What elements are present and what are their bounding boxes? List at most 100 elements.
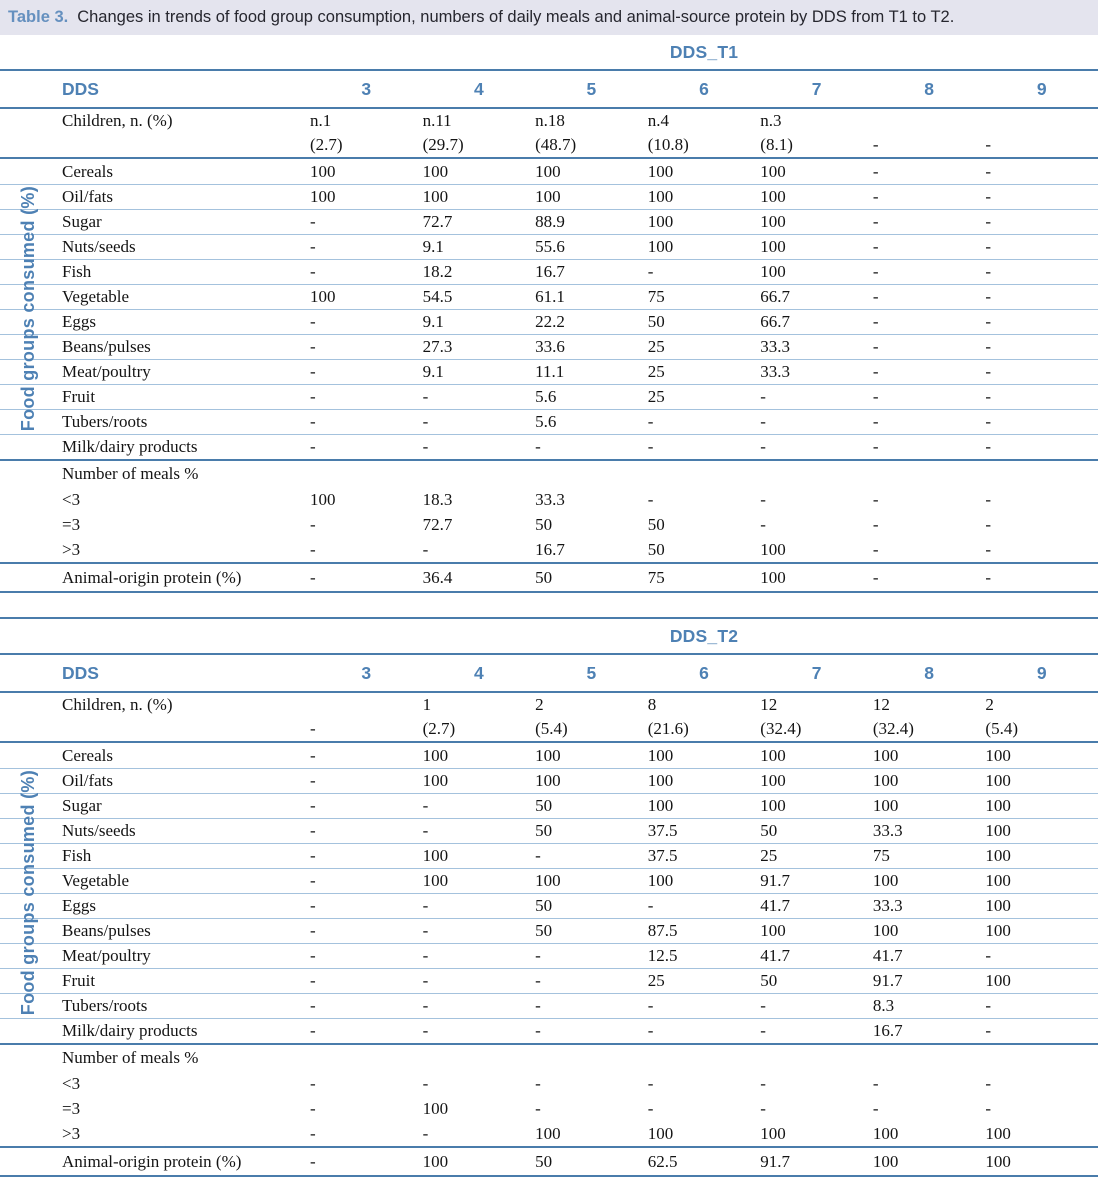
- food-group-value: -: [310, 896, 316, 915]
- food-group-label: Fish: [62, 262, 92, 281]
- food-group-value: -: [422, 1021, 429, 1040]
- food-group-label: Cereals: [62, 745, 113, 765]
- food-group-value: 100: [872, 921, 899, 940]
- food-group-value: 100: [422, 187, 449, 206]
- protein-row-label: Animal-origin protein (%): [62, 1151, 242, 1171]
- food-group-value: -: [422, 896, 429, 915]
- food-group-value: 100: [422, 771, 449, 790]
- meal-count-value: 18.3: [422, 489, 453, 509]
- meal-count-label: >3: [62, 539, 81, 559]
- food-group-value: 100: [985, 896, 1011, 915]
- food-group-value: -: [535, 437, 541, 456]
- food-row: Meat/poultry - 9.1 11.1 25 33.3 - -: [0, 359, 1098, 384]
- side-label: Food groups consumed (%): [0, 743, 56, 1043]
- food-group-value: -: [422, 412, 429, 431]
- food-group-value: -: [985, 161, 992, 181]
- meal-count-value: -: [310, 514, 316, 534]
- food-group-value: -: [310, 337, 316, 356]
- rule-line: [0, 1146, 1098, 1148]
- meal-count-value: -: [535, 1073, 541, 1093]
- table-number-label: Table 3.: [8, 7, 69, 26]
- food-group-value: 16.7: [872, 1021, 903, 1040]
- protein-value: 62.5: [647, 1151, 678, 1171]
- food-group-value: 100: [535, 161, 561, 181]
- dds-column-header: 6: [699, 662, 709, 683]
- protein-value: 100: [760, 567, 786, 587]
- food-group-value: 100: [985, 771, 1011, 790]
- food-group-value: -: [872, 412, 879, 431]
- dds-column-header: 6: [699, 78, 709, 99]
- food-group-value: 100: [872, 745, 899, 765]
- dds-t1-table: DDS_T1 DDS 3 4 5 6 7 8 9 Children, n. (%) n.1 n.11 n…: [0, 35, 1098, 593]
- meal-row: =3 - 100 - - - - -: [0, 1096, 1098, 1121]
- food-group-value: -: [310, 1021, 316, 1040]
- food-group-value: 33.3: [872, 896, 903, 915]
- food-group-value: 100: [760, 161, 786, 181]
- food-group-value: 25: [647, 387, 665, 406]
- dds-column-header: 4: [473, 78, 484, 99]
- protein-value: 36.4: [422, 567, 453, 587]
- food-group-value: 41.7: [872, 946, 903, 965]
- children-rows: Children, n. (%) n.1 n.11 n.18 n.4 n.3 (2.7) (2…: [0, 109, 1098, 157]
- food-group-value: -: [985, 287, 992, 306]
- food-group-value: 16.7: [535, 262, 565, 281]
- food-group-value: -: [535, 971, 541, 990]
- food-group-value: -: [310, 996, 316, 1015]
- meal-count-value: -: [310, 1123, 316, 1143]
- food-group-value: -: [760, 1021, 766, 1040]
- child-row: Children, n. (%) 1 2 8 12 12 2: [0, 693, 1098, 717]
- meal-count-value: -: [422, 539, 429, 559]
- food-group-value: -: [760, 387, 766, 406]
- food-group-value: 37.5: [647, 821, 678, 840]
- meal-count-value: 100: [535, 1123, 561, 1143]
- children-row-label: Children, n. (%): [62, 695, 173, 714]
- food-row: Fish - 100 - 37.5 25 75 100: [0, 843, 1098, 868]
- food-group-value: 100: [760, 237, 786, 256]
- food-group-label: Tubers/roots: [62, 996, 148, 1015]
- food-group-value: -: [310, 437, 316, 456]
- food-group-value: 50: [647, 312, 665, 331]
- meal-row: <3 100 18.3 33.3 - - - -: [0, 487, 1098, 512]
- children-percent: (2.7): [422, 719, 456, 738]
- food-group-value: -: [760, 996, 766, 1015]
- food-group-value: -: [422, 996, 429, 1015]
- food-group-value: -: [985, 996, 992, 1015]
- food-group-value: -: [310, 796, 316, 815]
- meal-count-value: -: [985, 1073, 992, 1093]
- children-percent: (21.6): [647, 719, 689, 738]
- meal-count-value: -: [985, 489, 992, 509]
- food-group-value: -: [872, 161, 879, 181]
- meal-count-value: -: [310, 1098, 316, 1118]
- food-row: Tubers/roots - - 5.6 - - - -: [0, 409, 1098, 434]
- food-group-value: 100: [985, 745, 1011, 765]
- food-group-value: -: [422, 821, 429, 840]
- meal-count-value: -: [985, 1098, 992, 1118]
- food-group-value: -: [872, 187, 879, 206]
- food-group-value: 50: [535, 796, 553, 815]
- children-rows: Children, n. (%) 1 2 8 12 12 2- (2.7) (5.4) (21.6…: [0, 693, 1098, 741]
- meals-header-row: Number of meals %: [0, 1045, 1098, 1071]
- food-group-value: 8.3: [872, 996, 895, 1015]
- food-group-value: 5.6: [535, 412, 557, 431]
- section-title-row: DDS_T1: [0, 35, 1098, 69]
- food-group-value: -: [872, 287, 879, 306]
- food-group-value: -: [647, 412, 654, 431]
- protein-value: 100: [422, 1151, 449, 1171]
- food-group-value: 100: [535, 771, 561, 790]
- food-group-value: -: [310, 387, 316, 406]
- food-group-value: 100: [760, 921, 786, 940]
- food-group-value: 50: [760, 971, 778, 990]
- meal-count-value: -: [760, 514, 766, 534]
- food-group-value: 9.1: [422, 362, 444, 381]
- food-group-value: 41.7: [760, 896, 791, 915]
- meal-count-value: -: [872, 539, 879, 559]
- food-group-value: 22.2: [535, 312, 565, 331]
- protein-row: Animal-origin protein (%) - 100 50 62.5 91.7 1…: [0, 1148, 1098, 1175]
- protein-row-label: Animal-origin protein (%): [62, 567, 242, 587]
- meal-count-value: -: [872, 1098, 879, 1118]
- child-row: - (2.7) (5.4) (21.6) (32.4) (32.4) (5.4): [0, 717, 1098, 741]
- rule-line: [0, 653, 1098, 655]
- food-group-value: 18.2: [422, 262, 453, 281]
- meal-count-value: 50: [647, 539, 665, 559]
